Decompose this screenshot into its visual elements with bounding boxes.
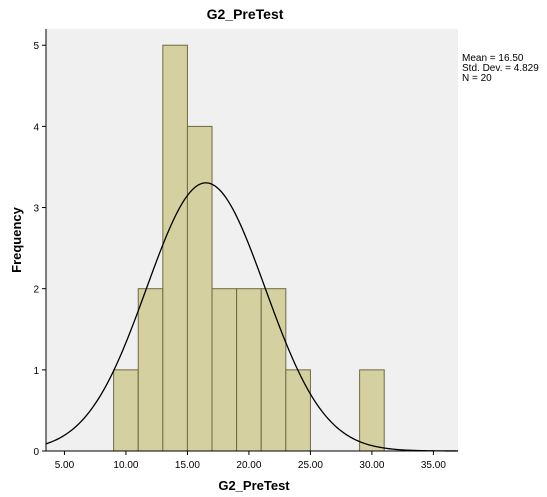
x-tick-label: 15.00 bbox=[175, 460, 200, 471]
x-tick-label: 10.00 bbox=[113, 460, 138, 471]
stat-n: N = 20 bbox=[462, 73, 492, 84]
y-tick-label: 5 bbox=[33, 41, 39, 52]
histogram-bar-6 bbox=[236, 288, 262, 452]
histogram-bar-5 bbox=[211, 288, 238, 452]
y-axis-label: Frequency bbox=[9, 206, 24, 273]
x-tick-label: 5.00 bbox=[55, 460, 75, 471]
x-tick-label: 30.00 bbox=[359, 460, 384, 471]
histogram-bar-9 bbox=[359, 369, 385, 452]
histogram-bar-7 bbox=[260, 288, 287, 452]
y-tick-label: 2 bbox=[33, 285, 39, 296]
x-axis-label: G2_PreTest bbox=[218, 478, 290, 493]
x-tick-label: 20.00 bbox=[236, 460, 261, 471]
axes bbox=[45, 29, 458, 452]
normal-curve bbox=[45, 182, 459, 452]
stat-mean: Mean = 16.50 bbox=[462, 53, 524, 64]
histogram-bar-1 bbox=[113, 369, 139, 452]
stats-legend: Mean = 16.50 Std. Dev. = 4.829 N = 20 bbox=[462, 53, 539, 84]
x-tick-label: 35.00 bbox=[421, 460, 446, 471]
histogram-bar-3 bbox=[162, 44, 188, 452]
histogram-bar-8 bbox=[285, 369, 311, 452]
x-tick-label: 25.00 bbox=[298, 460, 323, 471]
histogram-bar-2 bbox=[137, 288, 164, 452]
histogram-bars bbox=[113, 44, 385, 452]
y-tick-label: 3 bbox=[33, 204, 39, 215]
x-ticks: 5.00 10.00 15.00 20.00 25.00 30.00 35.00 bbox=[55, 451, 446, 471]
y-tick-label: 0 bbox=[33, 447, 39, 458]
stat-std-dev: Std. Dev. = 4.829 bbox=[462, 63, 539, 74]
histogram-bar-4 bbox=[186, 125, 213, 452]
y-tick-label: 1 bbox=[33, 366, 39, 377]
y-tick-label: 4 bbox=[33, 122, 39, 133]
chart-title: G2_PreTest bbox=[207, 6, 284, 22]
y-ticks: 0 1 2 3 4 5 bbox=[33, 41, 46, 458]
